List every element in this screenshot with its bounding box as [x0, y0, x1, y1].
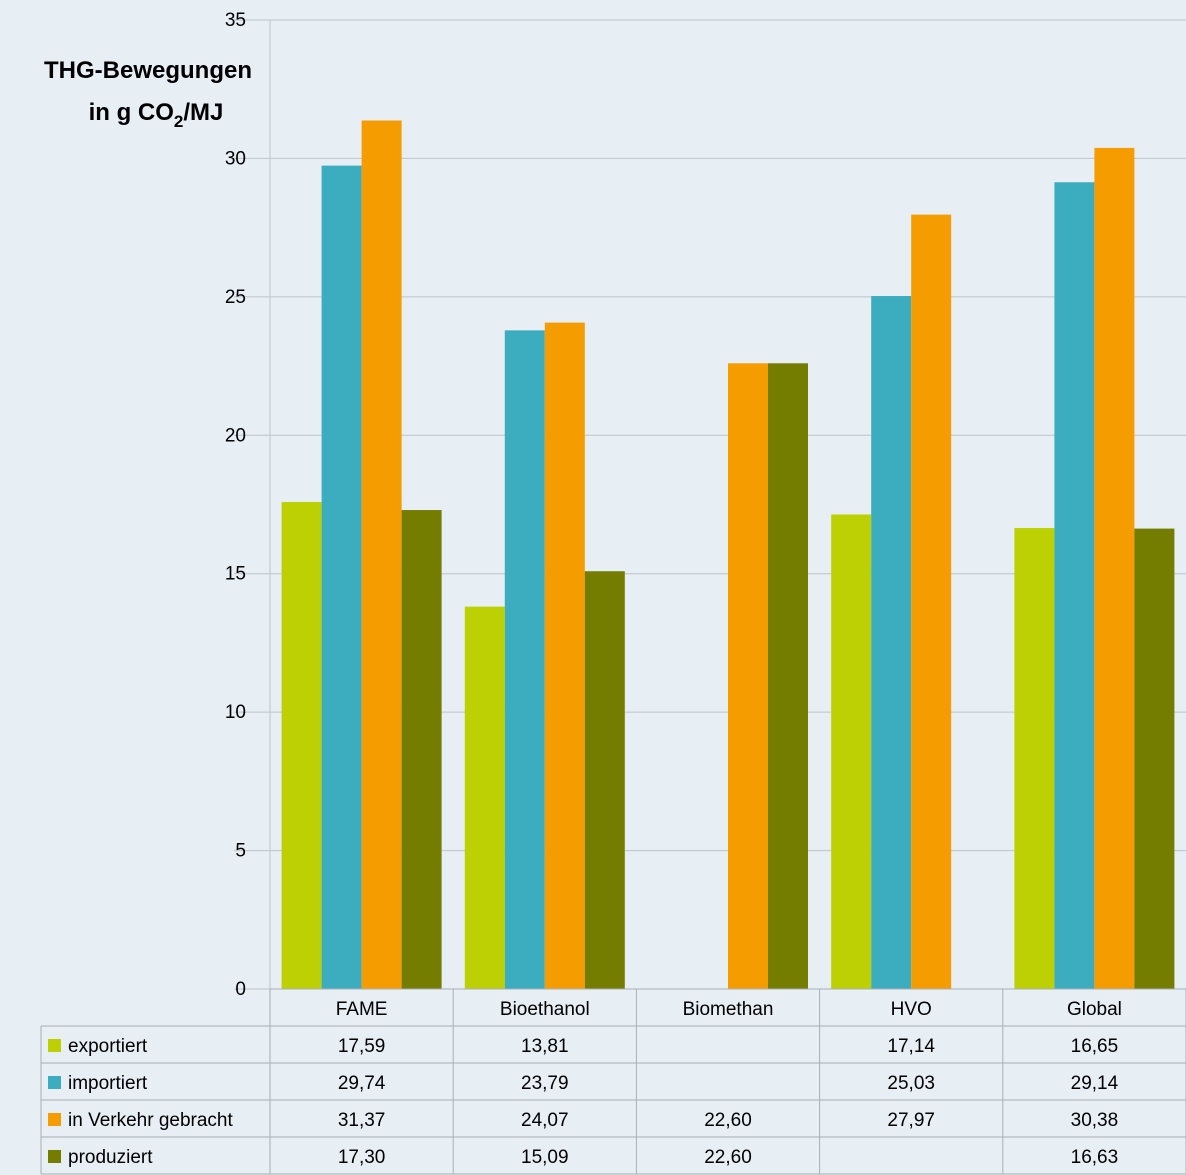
bar-exportiert-hvo: [831, 514, 872, 989]
data-table: FAME Bioethanol Biomethan HVO Global exportie…: [40, 988, 1186, 1175]
y-axis-title-line1: THG-Bewegungen: [44, 57, 252, 84]
y-axis-title-line2: in g CO2/MJ: [89, 99, 224, 131]
y-tick-label: 15: [225, 564, 246, 585]
bar-produziert-fame: [401, 510, 442, 989]
data-label: 17,30: [338, 1147, 386, 1168]
category-label: Bioethanol: [500, 999, 590, 1020]
data-label: 15,09: [521, 1147, 569, 1168]
data-label: 24,07: [521, 1110, 569, 1131]
data-label: 16,65: [1071, 1036, 1119, 1057]
data-label: 29,74: [338, 1073, 386, 1094]
bar-importiert-global: [1054, 182, 1095, 989]
category-label: Global: [1067, 999, 1122, 1020]
y-tick-label: 10: [225, 702, 246, 723]
bars: [281, 120, 1175, 990]
y-tick-label: 20: [225, 425, 246, 446]
y-axis-title-subscript: 2: [174, 112, 183, 131]
bar-in-verkehr-gebracht-biomethan: [728, 363, 768, 989]
data-label: 29,14: [1071, 1073, 1119, 1094]
bar-exportiert-fame: [281, 502, 322, 989]
bar-importiert-hvo: [871, 296, 912, 989]
bar-in-verkehr-gebracht-fame: [361, 120, 402, 989]
data-label: 22,60: [704, 1147, 752, 1168]
y-tick-label: 35: [225, 10, 246, 31]
y-tick-label: 0: [235, 979, 246, 1000]
legend-swatch: [48, 1039, 61, 1052]
bar-exportiert-bioethanol: [464, 606, 505, 989]
legend-label: in Verkehr gebracht: [68, 1110, 233, 1131]
data-label: 16,63: [1071, 1147, 1119, 1168]
bar-exportiert-global: [1014, 528, 1055, 989]
y-tick-label: 25: [225, 287, 246, 308]
bar-produziert-biomethan: [768, 363, 808, 989]
legend-label: exportiert: [68, 1036, 148, 1057]
y-axis-title-suffix: /MJ: [183, 99, 223, 126]
data-label: 17,59: [338, 1036, 386, 1057]
legend-swatch: [48, 1113, 61, 1126]
data-label: 25,03: [887, 1073, 935, 1094]
y-axis-ticks: 0 5 10 15 20 25 30 35: [225, 10, 246, 1000]
category-label: Biomethan: [683, 999, 774, 1020]
bar-in-verkehr-gebracht-hvo: [911, 214, 952, 990]
data-label: 30,38: [1071, 1110, 1119, 1131]
bar-importiert-bioethanol: [504, 330, 545, 990]
data-label: 13,81: [521, 1036, 569, 1057]
data-label: 17,14: [887, 1036, 935, 1057]
data-label: 23,79: [521, 1073, 569, 1094]
bar-produziert-bioethanol: [584, 571, 625, 989]
data-label: 31,37: [338, 1110, 386, 1131]
legend-label: importiert: [68, 1073, 148, 1094]
legend-swatch: [48, 1076, 61, 1089]
data-label: 22,60: [704, 1110, 752, 1131]
legend-swatch: [48, 1150, 61, 1163]
bar-in-verkehr-gebracht-bioethanol: [544, 322, 585, 989]
category-label: HVO: [891, 999, 932, 1020]
y-tick-label: 30: [225, 148, 246, 169]
bar-in-verkehr-gebracht-global: [1094, 147, 1135, 989]
bar-produziert-global: [1134, 528, 1175, 989]
y-axis-title: THG-Bewegungen in g CO2/MJ: [44, 57, 252, 131]
y-axis-title-prefix: in g CO: [89, 99, 174, 126]
category-label: FAME: [336, 999, 388, 1020]
y-tick-label: 5: [235, 841, 246, 862]
legend-label: produziert: [68, 1147, 153, 1168]
data-label: 27,97: [887, 1110, 935, 1131]
bar-importiert-fame: [321, 165, 362, 990]
